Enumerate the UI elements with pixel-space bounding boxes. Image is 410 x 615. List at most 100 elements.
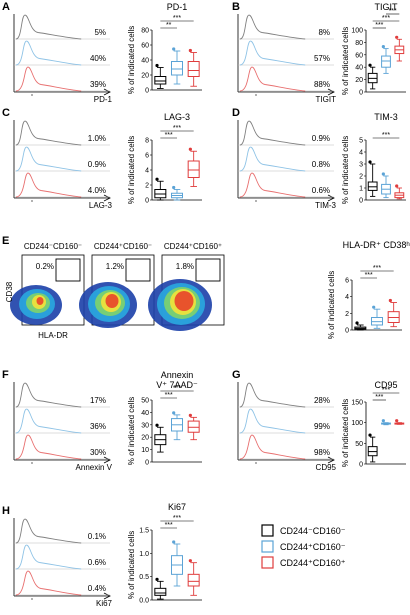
histogram-curve	[239, 408, 306, 434]
panel-letter: G	[232, 369, 241, 381]
density-contour	[174, 291, 194, 311]
y-axis-label: % of indicated cells	[127, 531, 136, 599]
outlier-point	[155, 63, 159, 68]
histogram-curve	[15, 544, 82, 570]
y-tick-label: 50	[141, 398, 149, 405]
histogram-curve	[15, 146, 82, 172]
significance-stars: ***	[165, 392, 173, 399]
histogram-percentage: 8%	[318, 28, 330, 37]
outlier-point	[388, 298, 392, 303]
y-axis-label: % of indicated cells	[127, 26, 136, 94]
box-title: HLA-DR⁺ CD38ʰⁱ	[343, 240, 410, 250]
density-contour	[105, 294, 119, 308]
panel-letter: B	[232, 1, 240, 13]
histogram-curve	[239, 66, 306, 92]
box-rect	[367, 181, 378, 191]
histogram-percentage: 0.9%	[88, 160, 106, 169]
outlier-point	[172, 540, 176, 544]
y-axis-label: % of indicated cells	[127, 397, 136, 465]
histogram-curve	[15, 14, 82, 40]
box-rect	[171, 61, 183, 76]
histogram-percentage: 57%	[314, 54, 330, 63]
y-axis-label: % of indicated cells	[341, 27, 350, 95]
y-tick-label: 0	[145, 198, 149, 205]
outlier-point	[395, 184, 399, 188]
density-plot-title: CD244⁺CD160⁻	[94, 242, 152, 251]
y-axis-label: % of indicated cells	[327, 271, 336, 339]
y-tick-label: 20	[355, 77, 363, 84]
histogram-x-label: TIGIT	[316, 95, 337, 104]
outlier-point	[395, 419, 399, 423]
y-tick-label: 80	[141, 28, 149, 35]
box-title: V⁺ 7AAD⁻	[156, 380, 198, 390]
y-tick-label: 8	[145, 138, 149, 145]
histogram-curve	[15, 40, 82, 66]
histogram-curve	[239, 14, 306, 40]
outlier-point	[368, 433, 372, 437]
outlier-point	[188, 147, 192, 151]
y-tick-label: 0	[359, 198, 363, 205]
box-rect	[381, 55, 391, 68]
box-rect	[187, 420, 200, 433]
significance-stars: ***	[173, 15, 181, 22]
gate-box	[55, 258, 81, 282]
legend-label: CD244⁻CD160⁻	[280, 526, 346, 536]
legend-label: CD244⁺CD160⁻	[280, 542, 346, 552]
histogram-percentage: 30%	[90, 448, 106, 457]
histogram-percentage: 39%	[90, 80, 106, 89]
histogram-curve	[15, 570, 82, 596]
significance-stars: ***	[165, 522, 173, 529]
box-title: TIGIT	[375, 2, 398, 12]
gate-percentage: 1.2%	[106, 262, 124, 271]
histogram-percentage: 0.1%	[88, 532, 106, 541]
y-tick-label: 6	[345, 278, 349, 285]
gate-box	[125, 258, 151, 282]
y-tick-label: 0	[145, 88, 149, 95]
outlier-point	[172, 47, 176, 51]
significance-stars: **	[166, 22, 172, 29]
significance-stars: ***	[389, 8, 397, 15]
box-title: CD95	[374, 380, 397, 390]
y-tick-label: 4	[145, 168, 149, 175]
y-tick-label: 40	[355, 65, 363, 72]
legend-swatch	[261, 524, 274, 537]
y-tick-label: 20	[141, 435, 149, 442]
histogram-percentage: 17%	[90, 396, 106, 405]
box-rect	[187, 160, 200, 178]
histogram-percentage: 98%	[314, 448, 330, 457]
histogram-percentage: 5%	[94, 28, 106, 37]
y-tick-label: 0.5	[139, 574, 149, 581]
hist-axis-arrow	[103, 592, 111, 600]
histogram-x-label: CD95	[316, 463, 337, 472]
y-tick-label: 60	[141, 43, 149, 50]
significance-stars: ***	[382, 15, 390, 22]
density-plot-title: CD244⁺CD160⁺	[164, 242, 222, 251]
legend-swatch	[261, 556, 274, 569]
box-rect	[187, 573, 200, 587]
box-rect	[154, 587, 167, 596]
histogram-x-label: Annexin V	[76, 463, 113, 472]
histogram-percentage: 28%	[314, 396, 330, 405]
histogram-curve	[15, 382, 82, 408]
histogram-curve	[239, 434, 306, 460]
y-tick-label: 4	[359, 150, 363, 157]
panel-letter: F	[2, 369, 9, 381]
outlier-point	[372, 305, 376, 309]
y-tick-label: 2	[359, 174, 363, 181]
hist-axis-arrow	[327, 456, 335, 464]
box-title: Ki67	[168, 502, 186, 512]
gate-percentage: 1.8%	[176, 262, 194, 271]
y-tick-label: 20	[141, 73, 149, 80]
y-tick-label: 0	[345, 328, 349, 335]
histogram-percentage: 0.6%	[88, 558, 106, 567]
outlier-point	[155, 177, 159, 181]
histogram-percentage: 0.9%	[312, 134, 330, 143]
outlier-point	[155, 423, 159, 427]
y-tick-label: 60	[355, 52, 363, 59]
histogram-percentage: 99%	[314, 422, 330, 431]
box-rect	[187, 61, 200, 77]
outlier-point	[188, 48, 192, 53]
histogram-percentage: 36%	[90, 422, 106, 431]
gate-percentage: 0.2%	[36, 262, 54, 271]
outlier-point	[395, 35, 399, 39]
